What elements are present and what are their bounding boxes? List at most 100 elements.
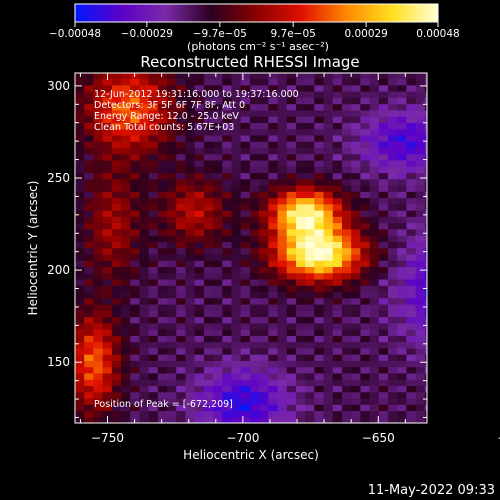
heatmap-cell bbox=[93, 222, 104, 230]
heatmap-cell bbox=[194, 253, 205, 261]
heatmap-cell bbox=[84, 241, 95, 249]
heatmap-cell bbox=[323, 285, 334, 293]
heatmap-cell bbox=[139, 159, 150, 167]
heatmap-cell bbox=[93, 372, 104, 380]
heatmap-cell bbox=[167, 228, 177, 236]
heatmap-cell bbox=[397, 391, 408, 399]
heatmap-cell bbox=[111, 285, 122, 293]
heatmap-cell bbox=[148, 416, 159, 423]
heatmap-cell bbox=[415, 228, 426, 236]
heatmap-cell bbox=[305, 253, 315, 261]
heatmap-cell bbox=[130, 335, 141, 343]
heatmap-cell bbox=[415, 210, 426, 217]
heatmap-cell bbox=[185, 84, 196, 92]
heatmap-cell bbox=[332, 128, 343, 136]
heatmap-cell bbox=[323, 153, 334, 161]
heatmap-cell bbox=[415, 310, 426, 318]
heatmap-cell bbox=[102, 285, 113, 293]
heatmap-cell bbox=[369, 404, 380, 412]
heatmap-cell bbox=[332, 260, 343, 268]
heatmap-cell bbox=[295, 109, 306, 117]
heatmap-cell bbox=[378, 210, 389, 217]
heatmap-cell bbox=[203, 216, 214, 224]
colorbar-unit-label: (photons cm⁻² s⁻¹ asec⁻²) bbox=[187, 40, 329, 53]
heatmap-cell bbox=[213, 109, 223, 117]
heatmap-cell bbox=[249, 316, 260, 324]
heatmap-cell bbox=[351, 73, 361, 80]
heatmap-cell bbox=[148, 210, 159, 217]
heatmap-cell bbox=[332, 73, 343, 80]
heatmap-cell bbox=[102, 397, 113, 405]
heatmap-cell bbox=[332, 109, 343, 117]
heatmap-cell bbox=[167, 304, 177, 311]
heatmap-cell bbox=[213, 235, 223, 242]
heatmap-cell bbox=[75, 341, 85, 349]
heatmap-cell bbox=[259, 134, 269, 142]
heatmap-cell bbox=[388, 109, 398, 117]
heatmap-cell bbox=[111, 291, 122, 299]
heatmap-cell bbox=[176, 316, 187, 324]
heatmap-cell bbox=[406, 272, 417, 280]
heatmap-cell bbox=[231, 78, 242, 86]
heatmap-cell bbox=[102, 247, 113, 255]
heatmap-cell bbox=[332, 235, 343, 242]
heatmap-cell bbox=[84, 97, 95, 105]
heatmap-cell bbox=[130, 397, 141, 405]
heatmap-cell bbox=[102, 128, 113, 136]
heatmap-cell bbox=[93, 122, 104, 130]
heatmap-cell bbox=[157, 360, 168, 368]
heatmap-cell bbox=[360, 103, 371, 111]
heatmap-cell bbox=[341, 379, 352, 387]
heatmap-cell bbox=[378, 222, 389, 230]
heatmap-cell bbox=[213, 210, 223, 217]
heatmap-cell bbox=[268, 197, 279, 205]
heatmap-cell bbox=[378, 103, 389, 111]
heatmap-cell bbox=[424, 391, 427, 399]
heatmap-cell bbox=[397, 291, 408, 299]
heatmap-cell bbox=[75, 235, 85, 242]
heatmap-cell bbox=[130, 141, 141, 149]
heatmap-cell bbox=[185, 197, 196, 205]
heatmap-cell bbox=[148, 278, 159, 286]
heatmap-cell bbox=[121, 203, 131, 211]
annotation-time-range: 12-Jun-2012 19:31:16.000 to 19:37:16.000 bbox=[94, 89, 299, 100]
heatmap-cell bbox=[111, 241, 122, 249]
heatmap-cell bbox=[148, 153, 159, 161]
heatmap-cell bbox=[240, 372, 251, 380]
heatmap-cell bbox=[295, 103, 306, 111]
colorbar bbox=[74, 3, 439, 23]
heatmap-cell bbox=[286, 166, 297, 174]
heatmap-cell bbox=[341, 78, 352, 86]
heatmap-cell bbox=[176, 216, 187, 224]
heatmap-cell bbox=[397, 235, 408, 242]
heatmap-cell bbox=[397, 272, 408, 280]
heatmap-cell bbox=[369, 341, 380, 349]
heatmap-cell bbox=[406, 310, 417, 318]
heatmap-cell bbox=[148, 253, 159, 261]
heatmap-cell bbox=[406, 416, 417, 423]
heatmap-cell bbox=[268, 385, 279, 393]
heatmap-cell bbox=[378, 391, 389, 399]
heatmap-cell bbox=[369, 216, 380, 224]
heatmap-cell bbox=[84, 341, 95, 349]
heatmap-cell bbox=[406, 153, 417, 161]
heatmap-cell bbox=[93, 278, 104, 286]
heatmap-cell bbox=[111, 341, 122, 349]
heatmap-cell bbox=[240, 341, 251, 349]
heatmap-cell bbox=[148, 310, 159, 318]
heatmap-cell bbox=[194, 247, 205, 255]
heatmap-cell bbox=[231, 228, 242, 236]
heatmap-cell bbox=[203, 310, 214, 318]
heatmap-cell bbox=[167, 216, 177, 224]
heatmap-cell bbox=[295, 397, 306, 405]
heatmap-cell bbox=[314, 366, 325, 374]
heatmap-cell bbox=[249, 397, 260, 405]
heatmap-cell bbox=[268, 78, 279, 86]
heatmap-cell bbox=[121, 391, 131, 399]
heatmap-cell bbox=[378, 73, 389, 80]
heatmap-cell bbox=[249, 210, 260, 217]
heatmap-cell bbox=[93, 147, 104, 155]
heatmap-cell bbox=[213, 416, 223, 423]
heatmap-cell bbox=[332, 159, 343, 167]
heatmap-cell bbox=[323, 122, 334, 130]
